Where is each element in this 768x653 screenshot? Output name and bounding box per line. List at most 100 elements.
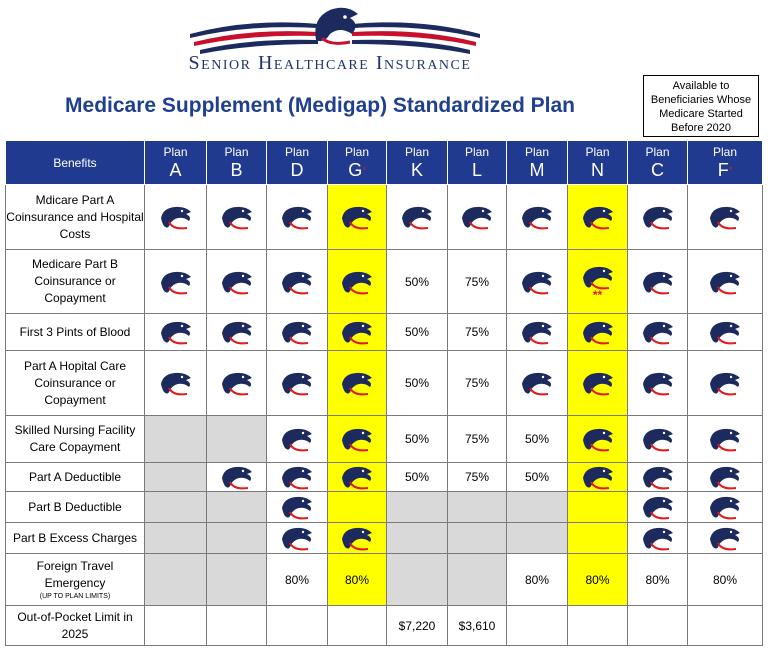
plan-header-l: Plan L	[447, 140, 507, 185]
covered-eagle-icon	[641, 526, 674, 551]
covered-eagle-icon	[341, 320, 373, 345]
covered-eagle-icon	[641, 427, 674, 452]
covered-eagle-icon	[709, 495, 741, 520]
percent-cell: 75%	[447, 462, 507, 492]
percent-cell: 75%	[447, 350, 507, 416]
coverage-cell	[627, 491, 688, 523]
plan-word: Plan	[712, 144, 738, 159]
benefit-label: Part A Deductible	[5, 462, 145, 492]
coverage-cell	[447, 184, 507, 250]
plan-word: Plan	[163, 144, 188, 159]
plan-header-k: Plan K	[386, 140, 448, 185]
table-row: Part B Excess Charges	[5, 522, 763, 554]
table-row: Part A Hopital Care Coinsurance or Copay…	[5, 350, 763, 416]
covered-eagle-icon	[341, 427, 373, 452]
plan-word: Plan	[404, 144, 430, 159]
covered-eagle-icon	[159, 320, 192, 345]
coverage-cell	[266, 249, 328, 314]
covered-eagle-icon	[281, 270, 313, 294]
percent-cell: 75%	[447, 313, 507, 351]
covered-eagle-icon	[401, 205, 433, 230]
coverage-cell	[687, 462, 763, 492]
plan-letter: G*	[328, 159, 386, 181]
coverage-cell	[327, 249, 387, 314]
percent-cell: 80%	[266, 553, 328, 606]
covered-eagle-icon	[281, 495, 313, 520]
plan-word: Plan	[464, 144, 490, 159]
not-covered-cell	[447, 522, 507, 554]
percent-cell: 75%	[447, 249, 507, 314]
plan-header-a: Plan A	[144, 140, 207, 185]
covered-eagle-icon	[581, 465, 614, 490]
not-covered-cell	[327, 491, 387, 523]
oop-limit-cell: $7,220	[386, 605, 448, 646]
coverage-cell	[144, 350, 207, 416]
covered-eagle-icon	[281, 205, 313, 230]
covered-eagle-icon	[709, 205, 741, 230]
table-row: Skilled Nursing Facility Care Copayment …	[5, 415, 763, 463]
benefit-label: Part A Hopital Care Coinsurance or Copay…	[5, 350, 145, 416]
empty-cell	[687, 605, 763, 646]
plan-letter: D	[290, 159, 304, 180]
plan-letter: K	[410, 159, 423, 180]
covered-eagle-icon	[709, 427, 741, 452]
covered-eagle-icon	[281, 320, 313, 345]
not-covered-cell	[144, 522, 207, 554]
percent-cell: 80%	[327, 553, 387, 606]
covered-eagle-icon	[159, 371, 192, 396]
coverage-cell	[206, 462, 267, 492]
coverage-cell	[627, 313, 688, 351]
coverage-cell	[567, 415, 628, 463]
not-covered-cell	[386, 553, 448, 606]
plan-header-g: Plan G*	[327, 140, 387, 185]
plan-word: Plan	[344, 144, 370, 159]
not-covered-cell	[506, 491, 568, 523]
not-covered-cell	[386, 491, 448, 523]
coverage-cell	[687, 491, 763, 523]
covered-eagle-icon	[220, 320, 253, 345]
covered-eagle-icon	[581, 265, 614, 289]
empty-cell	[144, 605, 207, 646]
table-row: First 3 Pints of Blood 50% 75%	[5, 313, 763, 351]
coverage-cell	[506, 313, 568, 351]
plan-header-c: Plan C	[627, 140, 688, 185]
covered-eagle-icon	[641, 495, 674, 520]
coverage-cell	[327, 522, 387, 554]
coverage-cell	[627, 522, 688, 554]
coverage-cell	[506, 249, 568, 314]
percent-cell: 50%	[386, 462, 448, 492]
covered-eagle-icon	[159, 270, 192, 294]
coverage-cell	[206, 184, 267, 250]
copay-note-marker: **	[592, 287, 603, 302]
benefit-label: Out-of-Pocket Limit in 2025	[5, 605, 145, 646]
coverage-cell	[266, 462, 328, 492]
table-row: Foreign Travel Emergency (UP TO PLAN LIMI…	[5, 553, 763, 606]
covered-eagle-icon	[341, 270, 373, 294]
covered-eagle-icon	[581, 427, 614, 452]
table-row: Part B Deductible	[5, 491, 763, 523]
coverage-cell	[144, 249, 207, 314]
benefit-label-text: Foreign Travel Emergency	[36, 558, 114, 590]
percent-cell: 75%	[447, 415, 507, 463]
plan-word: Plan	[645, 144, 670, 159]
empty-cell	[206, 605, 267, 646]
coverage-cell	[206, 350, 267, 416]
covered-eagle-icon	[581, 205, 614, 230]
not-covered-cell	[206, 415, 267, 463]
table-row: Out-of-Pocket Limit in 2025 $7,220 $3,61…	[5, 605, 763, 646]
plan-header-n: Plan N	[567, 140, 628, 185]
covered-eagle-icon	[641, 270, 674, 294]
table-row: Mdicare Part A Coinsurance and Hospital …	[5, 184, 763, 250]
plan-letter-text: F	[717, 159, 729, 180]
coverage-cell	[687, 522, 763, 554]
benefit-label: Part B Excess Charges	[5, 522, 145, 554]
coverage-cell	[266, 184, 328, 250]
benefit-sublabel: (UP TO PLAN LIMITS)	[39, 592, 111, 600]
covered-eagle-icon	[341, 526, 373, 551]
covered-eagle-icon	[461, 205, 493, 230]
covered-eagle-icon	[581, 320, 614, 345]
coverage-cell	[567, 350, 628, 416]
coverage-cell	[266, 522, 328, 554]
plan-letter-text: G	[348, 159, 363, 180]
page-title: Medicare Supplement (Medigap) Standardiz…	[65, 94, 575, 117]
